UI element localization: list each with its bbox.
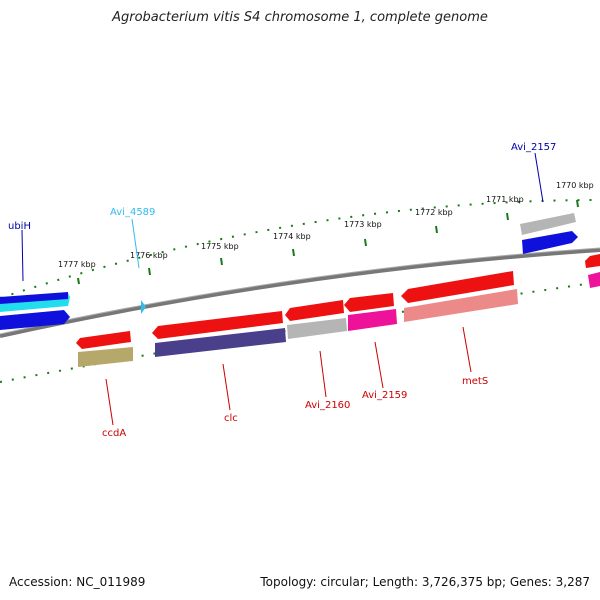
gene-label-ubiH: ubiH: [8, 221, 31, 232]
tick-label: 1773 kbp: [344, 220, 382, 229]
gene-avi2157-gray[interactable]: [520, 213, 576, 235]
tick-label: 1776 kbp: [130, 251, 168, 260]
gene-ccdA[interactable]: [78, 347, 133, 367]
tick-label: 1771 kbp: [486, 195, 524, 204]
gene-label-avi2159: Avi_2159: [362, 390, 407, 401]
label-leaders: [21, 152, 544, 426]
tick-label: 1775 kbp: [201, 242, 239, 251]
gene-ubiH[interactable]: [0, 310, 70, 330]
tick-label: 1772 kbp: [415, 208, 453, 217]
chromosome-backbone: [0, 248, 600, 338]
gene-clc[interactable]: [155, 328, 286, 357]
gene-right-magenta[interactable]: [588, 272, 600, 288]
gene-ubiH-blue-top[interactable]: [0, 292, 68, 304]
gene-right-red[interactable]: [585, 254, 600, 268]
gene-label-metS: metS: [462, 376, 488, 387]
gene-clc-red[interactable]: [152, 311, 283, 339]
gene-metS[interactable]: [404, 289, 518, 322]
tick-label: 1774 kbp: [273, 232, 311, 241]
gene-label-clc: clc: [224, 413, 238, 424]
gene-label-avi2157: Avi_2157: [511, 142, 556, 153]
major-ticks: [77, 199, 579, 285]
gene-label-avi2160: Avi_2160: [305, 400, 350, 411]
gene-avi2160-red[interactable]: [285, 300, 344, 321]
gene-metS-red[interactable]: [401, 271, 514, 303]
map-title: Agrobacterium vitis S4 chromosome 1, com…: [112, 10, 488, 25]
gene-label-avi4589: Avi_4589: [110, 207, 155, 218]
gene-avi2159-red[interactable]: [344, 293, 394, 312]
tick-label: 1770 kbp: [556, 181, 594, 190]
topology-summary: Topology: circular; Length: 3,726,375 bp…: [260, 575, 590, 589]
gene-avi2157[interactable]: [522, 231, 578, 254]
gene-avi2159[interactable]: [348, 309, 397, 331]
gene-label-ccdA: ccdA: [102, 428, 126, 439]
accession-text: Accession: NC_011989: [9, 575, 146, 589]
gene-ccdA-red[interactable]: [76, 331, 131, 349]
gene-avi2160[interactable]: [287, 318, 347, 339]
avi4589-marker[interactable]: [141, 300, 146, 314]
tick-label: 1777 kbp: [58, 260, 96, 269]
